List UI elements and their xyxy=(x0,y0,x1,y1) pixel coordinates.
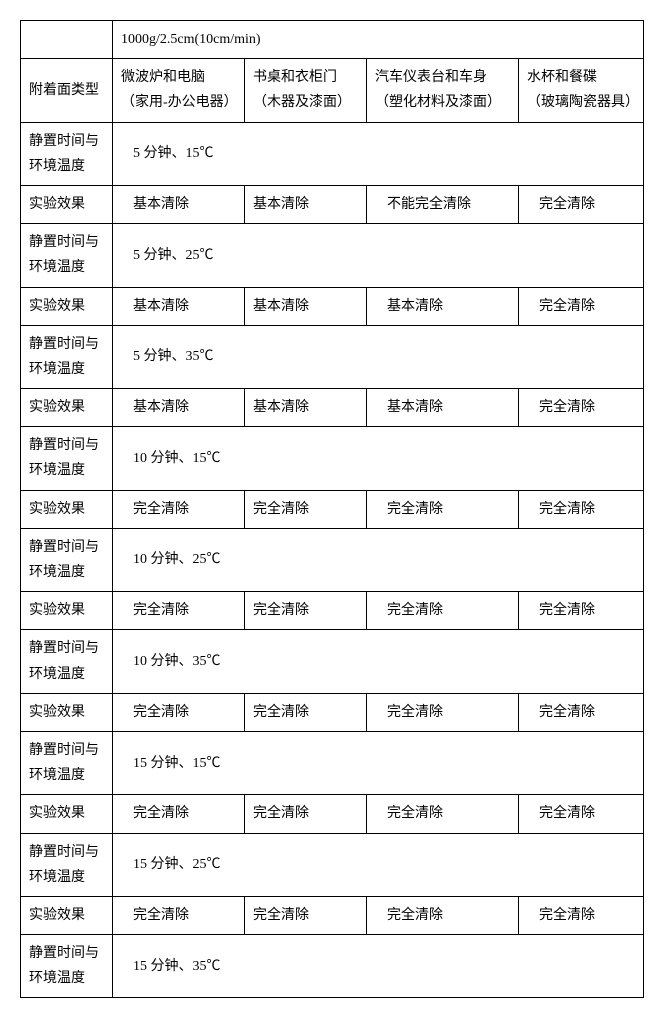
time-temp-label: 静置时间与环境温度 xyxy=(21,325,113,388)
time-temp-label: 静置时间与环境温度 xyxy=(21,528,113,591)
effect-cell: 完全清除 xyxy=(519,490,644,528)
condition-cell: 10 分钟、25℃ xyxy=(113,528,644,591)
condition-cell: 15 分钟、25℃ xyxy=(113,833,644,896)
time-temp-label: 静置时间与环境温度 xyxy=(21,935,113,998)
effect-cell: 完全清除 xyxy=(519,693,644,731)
time-temp-label: 静置时间与环境温度 xyxy=(21,731,113,794)
effect-label: 实验效果 xyxy=(21,185,113,223)
effect-cell: 完全清除 xyxy=(519,185,644,223)
effect-label: 实验效果 xyxy=(21,287,113,325)
surface-col2-line1: 书桌和衣柜门 xyxy=(253,70,337,85)
effect-cell: 完全清除 xyxy=(519,795,644,833)
effect-cell: 完全清除 xyxy=(367,490,519,528)
effect-cell: 完全清除 xyxy=(245,693,367,731)
effect-cell: 完全清除 xyxy=(519,389,644,427)
condition-cell: 5 分钟、15℃ xyxy=(113,122,644,185)
surface-col4-line2: （玻璃陶瓷器具） xyxy=(527,95,639,110)
effect-cell: 完全清除 xyxy=(367,795,519,833)
effect-cell: 完全清除 xyxy=(367,896,519,934)
effect-cell: 完全清除 xyxy=(367,592,519,630)
effect-cell: 完全清除 xyxy=(367,693,519,731)
table-row: 实验效果 完全清除 完全清除 完全清除 完全清除 xyxy=(21,795,644,833)
condition-cell: 10 分钟、35℃ xyxy=(113,630,644,693)
effect-cell: 基本清除 xyxy=(245,287,367,325)
surface-type-label: 附着面类型 xyxy=(21,59,113,122)
table-row: 实验效果 完全清除 完全清除 完全清除 完全清除 xyxy=(21,693,644,731)
effect-cell: 基本清除 xyxy=(113,287,245,325)
table-row: 静置时间与环境温度 10 分钟、15℃ xyxy=(21,427,644,490)
table-row: 实验效果 完全清除 完全清除 完全清除 完全清除 xyxy=(21,490,644,528)
effect-cell: 基本清除 xyxy=(367,287,519,325)
effect-cell: 基本清除 xyxy=(245,389,367,427)
table-row: 实验效果 基本清除 基本清除 基本清除 完全清除 xyxy=(21,389,644,427)
condition-cell: 15 分钟、15℃ xyxy=(113,731,644,794)
table-row: 实验效果 完全清除 完全清除 完全清除 完全清除 xyxy=(21,592,644,630)
surface-col3-line2: （塑化材料及漆面） xyxy=(375,95,501,110)
effect-label: 实验效果 xyxy=(21,693,113,731)
effect-label: 实验效果 xyxy=(21,490,113,528)
effect-cell: 基本清除 xyxy=(367,389,519,427)
table-row: 静置时间与环境温度 15 分钟、15℃ xyxy=(21,731,644,794)
header-top-row: 1000g/2.5cm(10cm/min) xyxy=(21,21,644,59)
time-temp-label: 静置时间与环境温度 xyxy=(21,833,113,896)
condition-cell: 10 分钟、15℃ xyxy=(113,427,644,490)
time-temp-label: 静置时间与环境温度 xyxy=(21,630,113,693)
surface-col1-line1: 微波炉和电脑 xyxy=(121,70,205,85)
surface-col1: 微波炉和电脑 （家用-办公电器） xyxy=(113,59,245,122)
surface-col4-line1: 水杯和餐碟 xyxy=(527,70,597,85)
effect-label: 实验效果 xyxy=(21,795,113,833)
effect-label: 实验效果 xyxy=(21,592,113,630)
experiment-table: 1000g/2.5cm(10cm/min) 附着面类型 微波炉和电脑 （家用-办… xyxy=(20,20,644,998)
table-row: 静置时间与环境温度 5 分钟、25℃ xyxy=(21,224,644,287)
effect-cell: 完全清除 xyxy=(113,490,245,528)
effect-cell: 完全清除 xyxy=(245,795,367,833)
surface-col1-line2: （家用-办公电器） xyxy=(121,95,238,110)
surface-col2-line2: （木器及漆面） xyxy=(253,95,351,110)
effect-cell: 完全清除 xyxy=(245,896,367,934)
table-row: 静置时间与环境温度 5 分钟、15℃ xyxy=(21,122,644,185)
surface-type-row: 附着面类型 微波炉和电脑 （家用-办公电器） 书桌和衣柜门 （木器及漆面） 汽车… xyxy=(21,59,644,122)
effect-cell: 基本清除 xyxy=(245,185,367,223)
table-row: 静置时间与环境温度 15 分钟、35℃ xyxy=(21,935,644,998)
effect-cell: 不能完全清除 xyxy=(367,185,519,223)
table-row: 静置时间与环境温度 15 分钟、25℃ xyxy=(21,833,644,896)
header-empty-cell xyxy=(21,21,113,59)
table-row: 静置时间与环境温度 5 分钟、35℃ xyxy=(21,325,644,388)
effect-cell: 完全清除 xyxy=(113,795,245,833)
effect-cell: 完全清除 xyxy=(113,592,245,630)
effect-cell: 完全清除 xyxy=(519,287,644,325)
effect-cell: 基本清除 xyxy=(113,185,245,223)
effect-cell: 完全清除 xyxy=(113,896,245,934)
effect-cell: 完全清除 xyxy=(113,693,245,731)
condition-cell: 5 分钟、35℃ xyxy=(113,325,644,388)
effect-cell: 完全清除 xyxy=(245,592,367,630)
effect-cell: 完全清除 xyxy=(519,896,644,934)
surface-col3-line1: 汽车仪表台和车身 xyxy=(375,70,487,85)
effect-cell: 基本清除 xyxy=(113,389,245,427)
condition-cell: 15 分钟、35℃ xyxy=(113,935,644,998)
table-row: 实验效果 基本清除 基本清除 不能完全清除 完全清除 xyxy=(21,185,644,223)
surface-col2: 书桌和衣柜门 （木器及漆面） xyxy=(245,59,367,122)
effect-cell: 完全清除 xyxy=(519,592,644,630)
effect-label: 实验效果 xyxy=(21,896,113,934)
table-row: 静置时间与环境温度 10 分钟、25℃ xyxy=(21,528,644,591)
table-row: 静置时间与环境温度 10 分钟、35℃ xyxy=(21,630,644,693)
table-row: 实验效果 完全清除 完全清除 完全清除 完全清除 xyxy=(21,896,644,934)
effect-cell: 完全清除 xyxy=(245,490,367,528)
surface-col4: 水杯和餐碟 （玻璃陶瓷器具） xyxy=(519,59,644,122)
effect-label: 实验效果 xyxy=(21,389,113,427)
time-temp-label: 静置时间与环境温度 xyxy=(21,224,113,287)
surface-col3: 汽车仪表台和车身 （塑化材料及漆面） xyxy=(367,59,519,122)
time-temp-label: 静置时间与环境温度 xyxy=(21,427,113,490)
table-row: 实验效果 基本清除 基本清除 基本清除 完全清除 xyxy=(21,287,644,325)
header-spec-cell: 1000g/2.5cm(10cm/min) xyxy=(113,21,644,59)
time-temp-label: 静置时间与环境温度 xyxy=(21,122,113,185)
condition-cell: 5 分钟、25℃ xyxy=(113,224,644,287)
